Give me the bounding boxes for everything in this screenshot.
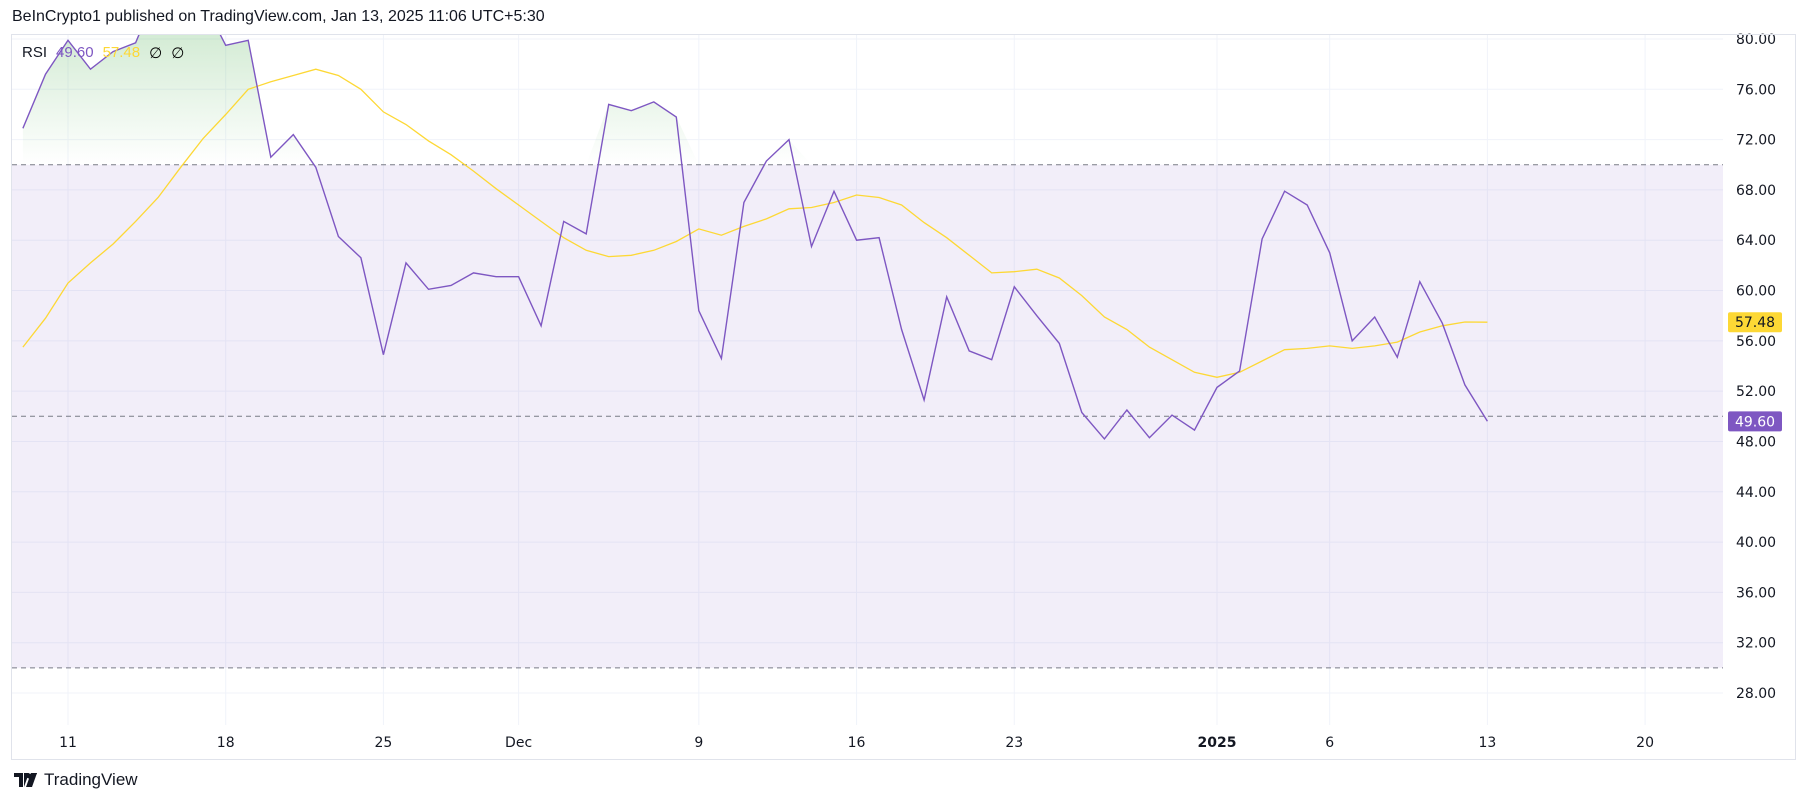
y-tick-label: 44.00	[1736, 485, 1776, 501]
tradingview-logo-icon	[14, 773, 37, 787]
x-tick-label: 2025	[1198, 735, 1237, 751]
x-tick-label: 20	[1636, 735, 1654, 751]
y-tick-label: 52.00	[1736, 384, 1776, 400]
y-tick-label: 60.00	[1736, 284, 1776, 300]
x-tick-label: 23	[1005, 735, 1023, 751]
x-tick-label: Dec	[505, 735, 532, 751]
overbought-fill	[22, 35, 1488, 165]
x-tick-label: 11	[59, 735, 77, 751]
y-tick-label: 72.00	[1736, 133, 1776, 149]
footer-logo-text: TradingView	[44, 770, 138, 789]
y-tick-label: 28.00	[1736, 686, 1776, 702]
rsi-line	[22, 35, 1488, 441]
ma-price-label-bg	[1728, 312, 1782, 333]
ma-line	[22, 68, 1488, 378]
legend-value-4: ∅	[171, 45, 185, 62]
y-tick-label: 64.00	[1736, 233, 1776, 249]
rsi-price-label: 49.60	[1735, 414, 1775, 430]
y-tick-label: 76.00	[1736, 82, 1776, 98]
tradingview-logo[interactable]: TradingView	[14, 770, 138, 790]
x-tick-label: 18	[217, 735, 235, 751]
x-tick-label: 9	[694, 735, 703, 751]
legend-name: RSI	[22, 44, 48, 61]
legend-rsi-value: 49.60	[56, 44, 94, 61]
y-tick-label: 32.00	[1736, 636, 1776, 652]
ma-price-label: 57.48	[1735, 315, 1775, 331]
y-tick-label: 36.00	[1736, 585, 1776, 601]
x-tick-label: 13	[1478, 735, 1496, 751]
y-tick-label: 56.00	[1736, 334, 1776, 350]
x-tick-label: 16	[848, 735, 866, 751]
legend-ma-value: 57.48	[102, 44, 141, 61]
y-tick-label: 40.00	[1736, 535, 1776, 551]
legend-value-3: ∅	[149, 45, 163, 62]
rsi-price-label-bg	[1728, 411, 1782, 432]
x-tick-label: 6	[1325, 735, 1334, 751]
y-tick-label: 68.00	[1736, 183, 1776, 199]
chart-frame	[11, 34, 1796, 760]
x-tick-label: 25	[375, 735, 393, 751]
indicator-legend: RSI 49.60 57.48 ∅ ∅	[22, 44, 184, 62]
plot-area	[22, 35, 1488, 441]
publish-header: BeInCrypto1 published on TradingView.com…	[12, 8, 545, 25]
y-tick-label: 80.00	[1736, 32, 1776, 48]
y-tick-label: 48.00	[1736, 434, 1776, 450]
